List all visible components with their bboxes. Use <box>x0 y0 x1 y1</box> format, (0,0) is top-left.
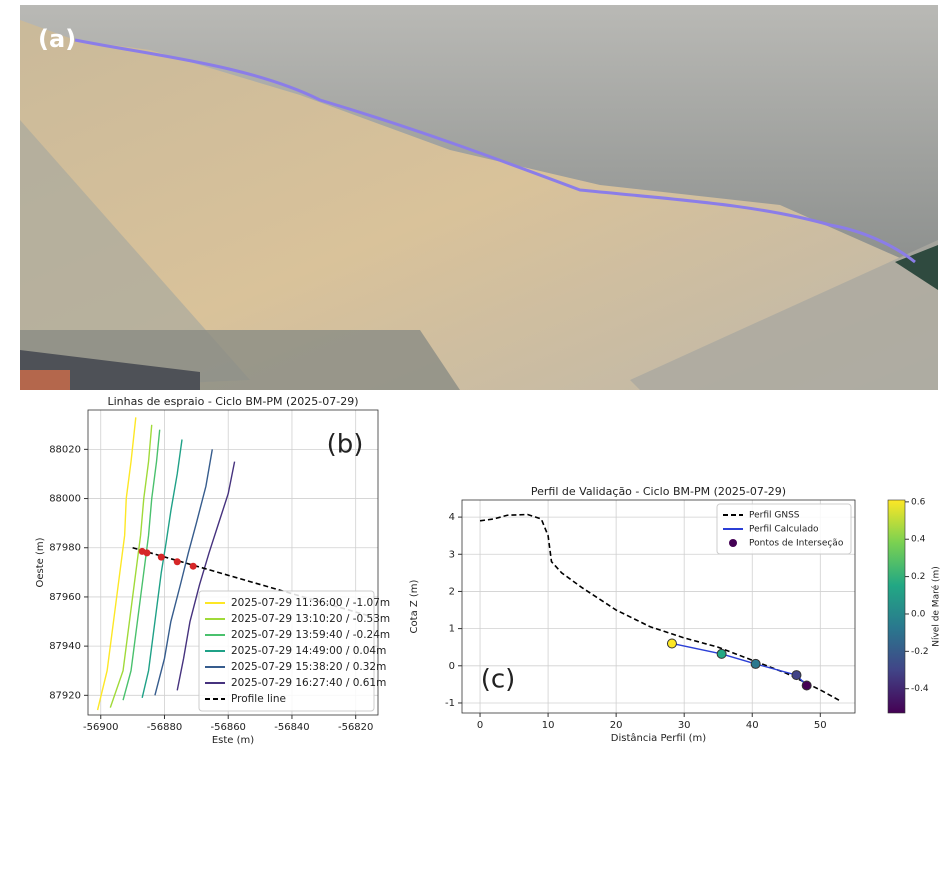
x-tick-label: -56880 <box>147 722 182 733</box>
y-tick-label: 87980 <box>49 543 81 554</box>
chart-title: Linhas de espraio - Ciclo BM-PM (2025-07… <box>107 395 358 408</box>
legend-label: 2025-07-29 16:27:40 / 0.61m <box>231 677 386 689</box>
x-tick-label: 50 <box>814 720 827 731</box>
x-tick-label: -56840 <box>274 722 309 733</box>
legend-label: 2025-07-29 11:36:00 / -1.07m <box>231 597 390 609</box>
colorbar <box>887 499 906 714</box>
x-tick-label: -56860 <box>211 722 246 733</box>
data-line <box>96 417 137 711</box>
axes-frame <box>87 409 379 716</box>
data-point <box>189 562 197 570</box>
data-line <box>479 513 842 702</box>
chart-title: Perfil de Validação - Ciclo BM-PM (2025-… <box>531 485 786 498</box>
legend-label: Perfil GNSS <box>749 511 800 521</box>
colorbar-tick-label: -0.4 <box>911 684 929 694</box>
y-tick-label: -1 <box>445 698 455 709</box>
colorbar-tick-label: 0.2 <box>911 572 925 582</box>
aerial-image: (a) <box>20 5 938 390</box>
y-tick-label: 1 <box>449 624 455 635</box>
data-point <box>791 670 802 681</box>
x-axis-label: Distância Perfil (m) <box>611 732 706 744</box>
data-point <box>750 658 761 669</box>
data-point <box>173 558 181 566</box>
y-tick-label: 87940 <box>49 641 81 652</box>
panel-annotation: (b) <box>327 430 364 460</box>
legend-symbol <box>729 539 737 547</box>
x-axis-label: Este (m) <box>212 735 254 746</box>
colorbar-label: Nível de Maré (m) <box>931 566 942 647</box>
data-point <box>143 549 151 557</box>
data-point <box>716 648 727 659</box>
y-tick-label: 2 <box>449 586 455 597</box>
colorbar-tick-label: 0.0 <box>911 609 926 619</box>
data-point <box>801 680 812 691</box>
colorbar-tick-label: 0.6 <box>911 497 926 507</box>
legend-label: 2025-07-29 14:49:00 / 0.04m <box>231 645 386 657</box>
y-tick-label: 87960 <box>49 592 81 603</box>
y-tick-label: 88000 <box>49 494 81 505</box>
data-line <box>132 546 372 618</box>
x-tick-label: 10 <box>542 720 555 731</box>
y-tick-label: 88020 <box>49 444 81 455</box>
y-axis-label: Oeste (m) <box>35 537 46 587</box>
data-line <box>154 449 213 696</box>
x-tick-label: -56820 <box>338 722 373 733</box>
x-tick-label: 40 <box>746 720 759 731</box>
legend-label: 2025-07-29 13:10:20 / -0.53m <box>231 613 390 625</box>
panel-annotation: (c) <box>481 665 516 695</box>
x-tick-label: -56900 <box>83 722 118 733</box>
colorbar-tick-label: 0.4 <box>911 535 926 545</box>
data-point <box>157 553 165 561</box>
legend-label: 2025-07-29 13:59:40 / -0.24m <box>231 629 390 641</box>
y-tick-label: 87920 <box>49 690 81 701</box>
x-tick-label: 30 <box>678 720 691 731</box>
panel-label: (a) <box>38 25 76 53</box>
colorbar-tick-label: -0.2 <box>911 647 929 657</box>
legend-box <box>198 590 375 712</box>
x-tick-label: 0 <box>477 720 483 731</box>
legend-label: Pontos de Interseção <box>749 539 844 549</box>
axes-frame <box>461 499 856 714</box>
x-tick-label: 20 <box>610 720 623 731</box>
legend-label: 2025-07-29 15:38:20 / 0.32m <box>231 661 386 673</box>
data-line <box>109 424 153 708</box>
legend-label: Perfil Calculado <box>749 525 819 535</box>
y-tick-label: 3 <box>449 549 455 560</box>
y-axis-label: Cota Z (m) <box>409 579 420 633</box>
y-tick-label: 4 <box>449 512 455 523</box>
legend-label: Profile line <box>231 693 286 705</box>
data-point <box>666 638 677 649</box>
legend-box <box>716 503 852 555</box>
y-tick-label: 0 <box>449 661 455 672</box>
